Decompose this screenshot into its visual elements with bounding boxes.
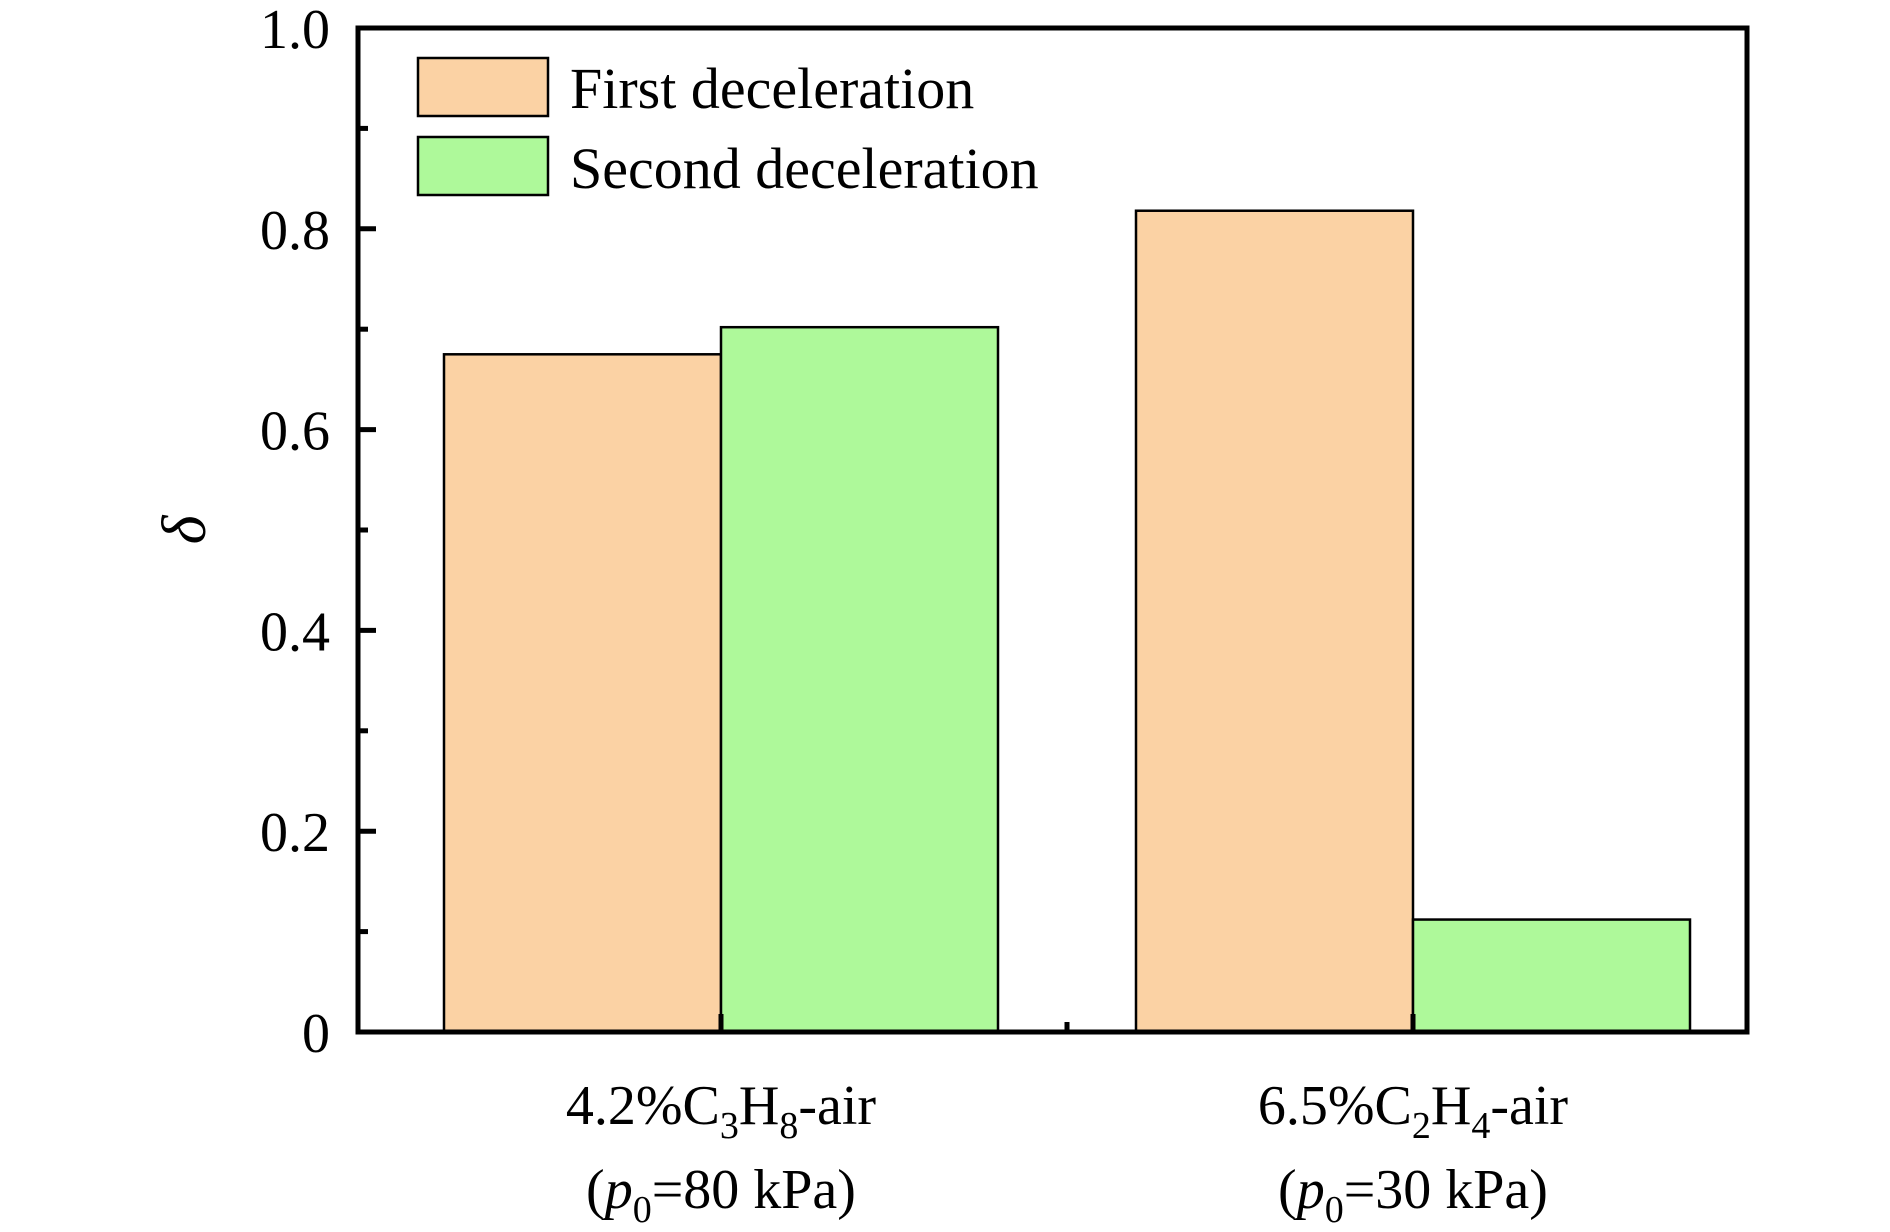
cat1-prefix: 4.2%C — [566, 1075, 720, 1137]
cat2-suffix: -air — [1490, 1075, 1568, 1137]
cat2-mid: H — [1431, 1075, 1471, 1137]
y-tick-label: 0.2 — [260, 802, 330, 864]
bar-series2-cat1 — [719, 325, 1000, 1034]
cat1-p-sub: 0 — [633, 1189, 652, 1231]
legend-label-second: Second deceleration — [570, 136, 1039, 201]
cat2-sub2: 4 — [1471, 1105, 1490, 1147]
axes-layer: 0 0.2 0.4 0.6 0.8 1.0 — [260, 0, 1750, 1065]
cat2-p-sub: 0 — [1325, 1189, 1344, 1231]
cat1-sub1: 3 — [720, 1105, 739, 1147]
legend-label-first: First deceleration — [570, 56, 974, 121]
category-label-1-line2: (p0=80 kPa) — [586, 1159, 856, 1231]
cat2-sub1: 2 — [1412, 1105, 1431, 1147]
cat1-sub2: 8 — [779, 1105, 798, 1147]
y-tick-label: 0.6 — [260, 401, 330, 463]
bars-layer — [442, 209, 1692, 1034]
cat2-open: ( — [1278, 1159, 1297, 1221]
cat1-rest: =80 kPa) — [652, 1159, 856, 1221]
category-label-2-line1: 6.5%C2H4-air — [1258, 1075, 1569, 1147]
y-tick-label: 0 — [302, 1003, 330, 1065]
cat1-suffix: -air — [798, 1075, 876, 1137]
cat1-var: p — [601, 1159, 633, 1221]
bar-series2-cat2 — [1411, 918, 1692, 1034]
y-tick-label: 0.4 — [260, 601, 330, 663]
cat2-rest: =30 kPa) — [1344, 1159, 1548, 1221]
cat2-prefix: 6.5%C — [1258, 1075, 1412, 1137]
cat1-open: ( — [586, 1159, 605, 1221]
legend: First deceleration Second deceleration — [416, 56, 1039, 201]
bar-series1-cat1 — [442, 353, 723, 1034]
y-tick-label: 0.8 — [260, 200, 330, 262]
category-labels: 4.2%C3H8-air (p0=80 kPa) 6.5%C2H4-air (p… — [566, 1075, 1569, 1231]
y-axis-title: δ — [151, 514, 219, 544]
bar-series1-cat2 — [1134, 209, 1415, 1034]
legend-swatch-first — [416, 56, 550, 118]
category-label-1-line1: 4.2%C3H8-air — [566, 1075, 877, 1147]
legend-swatch-second — [416, 135, 550, 197]
cat2-var: p — [1293, 1159, 1325, 1221]
cat1-mid: H — [739, 1075, 779, 1137]
y-tick-label: 1.0 — [260, 0, 330, 61]
category-label-2-line2: (p0=30 kPa) — [1278, 1159, 1548, 1231]
